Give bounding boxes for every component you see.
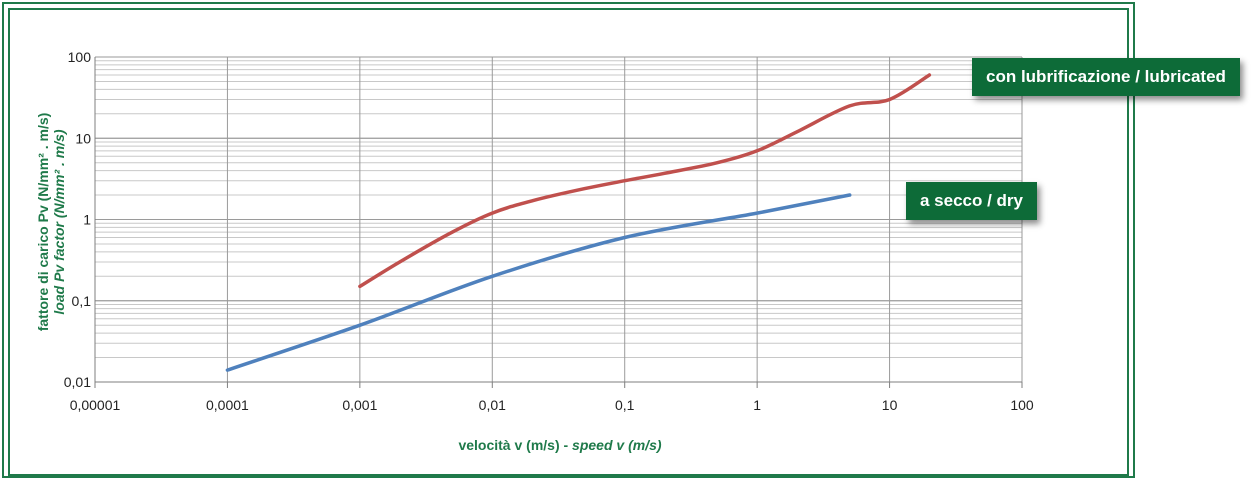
y-tick-label: 1 [83, 212, 91, 228]
chart-frame-outer [2, 2, 1135, 478]
x-tick-label: 0,001 [342, 397, 377, 413]
x-tick-label: 10 [882, 397, 898, 413]
y-tick-label: 100 [68, 49, 92, 65]
legend-tag-lubricated: con lubrificazione / lubricated [972, 58, 1240, 96]
x-tick-label: 0,01 [479, 397, 506, 413]
x-tick-label: 1 [753, 397, 761, 413]
x-tick-label: 0,0001 [206, 397, 249, 413]
chart-frame-inner [8, 8, 1129, 476]
legend-tag-dry: a secco / dry [906, 182, 1038, 220]
y-axis-title-line1: fattore di carico Pv (N/mm² . m/s) [35, 113, 51, 332]
x-tick-label: 100 [1010, 397, 1034, 413]
series-lubricated-line [358, 73, 932, 289]
y-axis-title-line2: load Pv factor (N/mm² . m/s) [51, 129, 67, 314]
x-tick-label: 0,1 [615, 397, 635, 413]
axes [94, 57, 1022, 383]
y-tick-label: 10 [75, 130, 91, 146]
y-tick-label: 0,1 [72, 293, 92, 309]
x-axis-title: velocità v (m/s) - speed v (m/s) [458, 437, 661, 453]
tick-labels: 0,00001 0,0001 0,001 0,01 0,1 1 10 100 100 10 1 0,1… [64, 49, 1034, 413]
x-tick-label: 0,00001 [70, 397, 121, 413]
y-tick-label: 0,01 [64, 374, 91, 390]
series-dry-line [225, 193, 852, 372]
grid-lines [94, 56, 1023, 383]
series-lines [225, 73, 932, 372]
